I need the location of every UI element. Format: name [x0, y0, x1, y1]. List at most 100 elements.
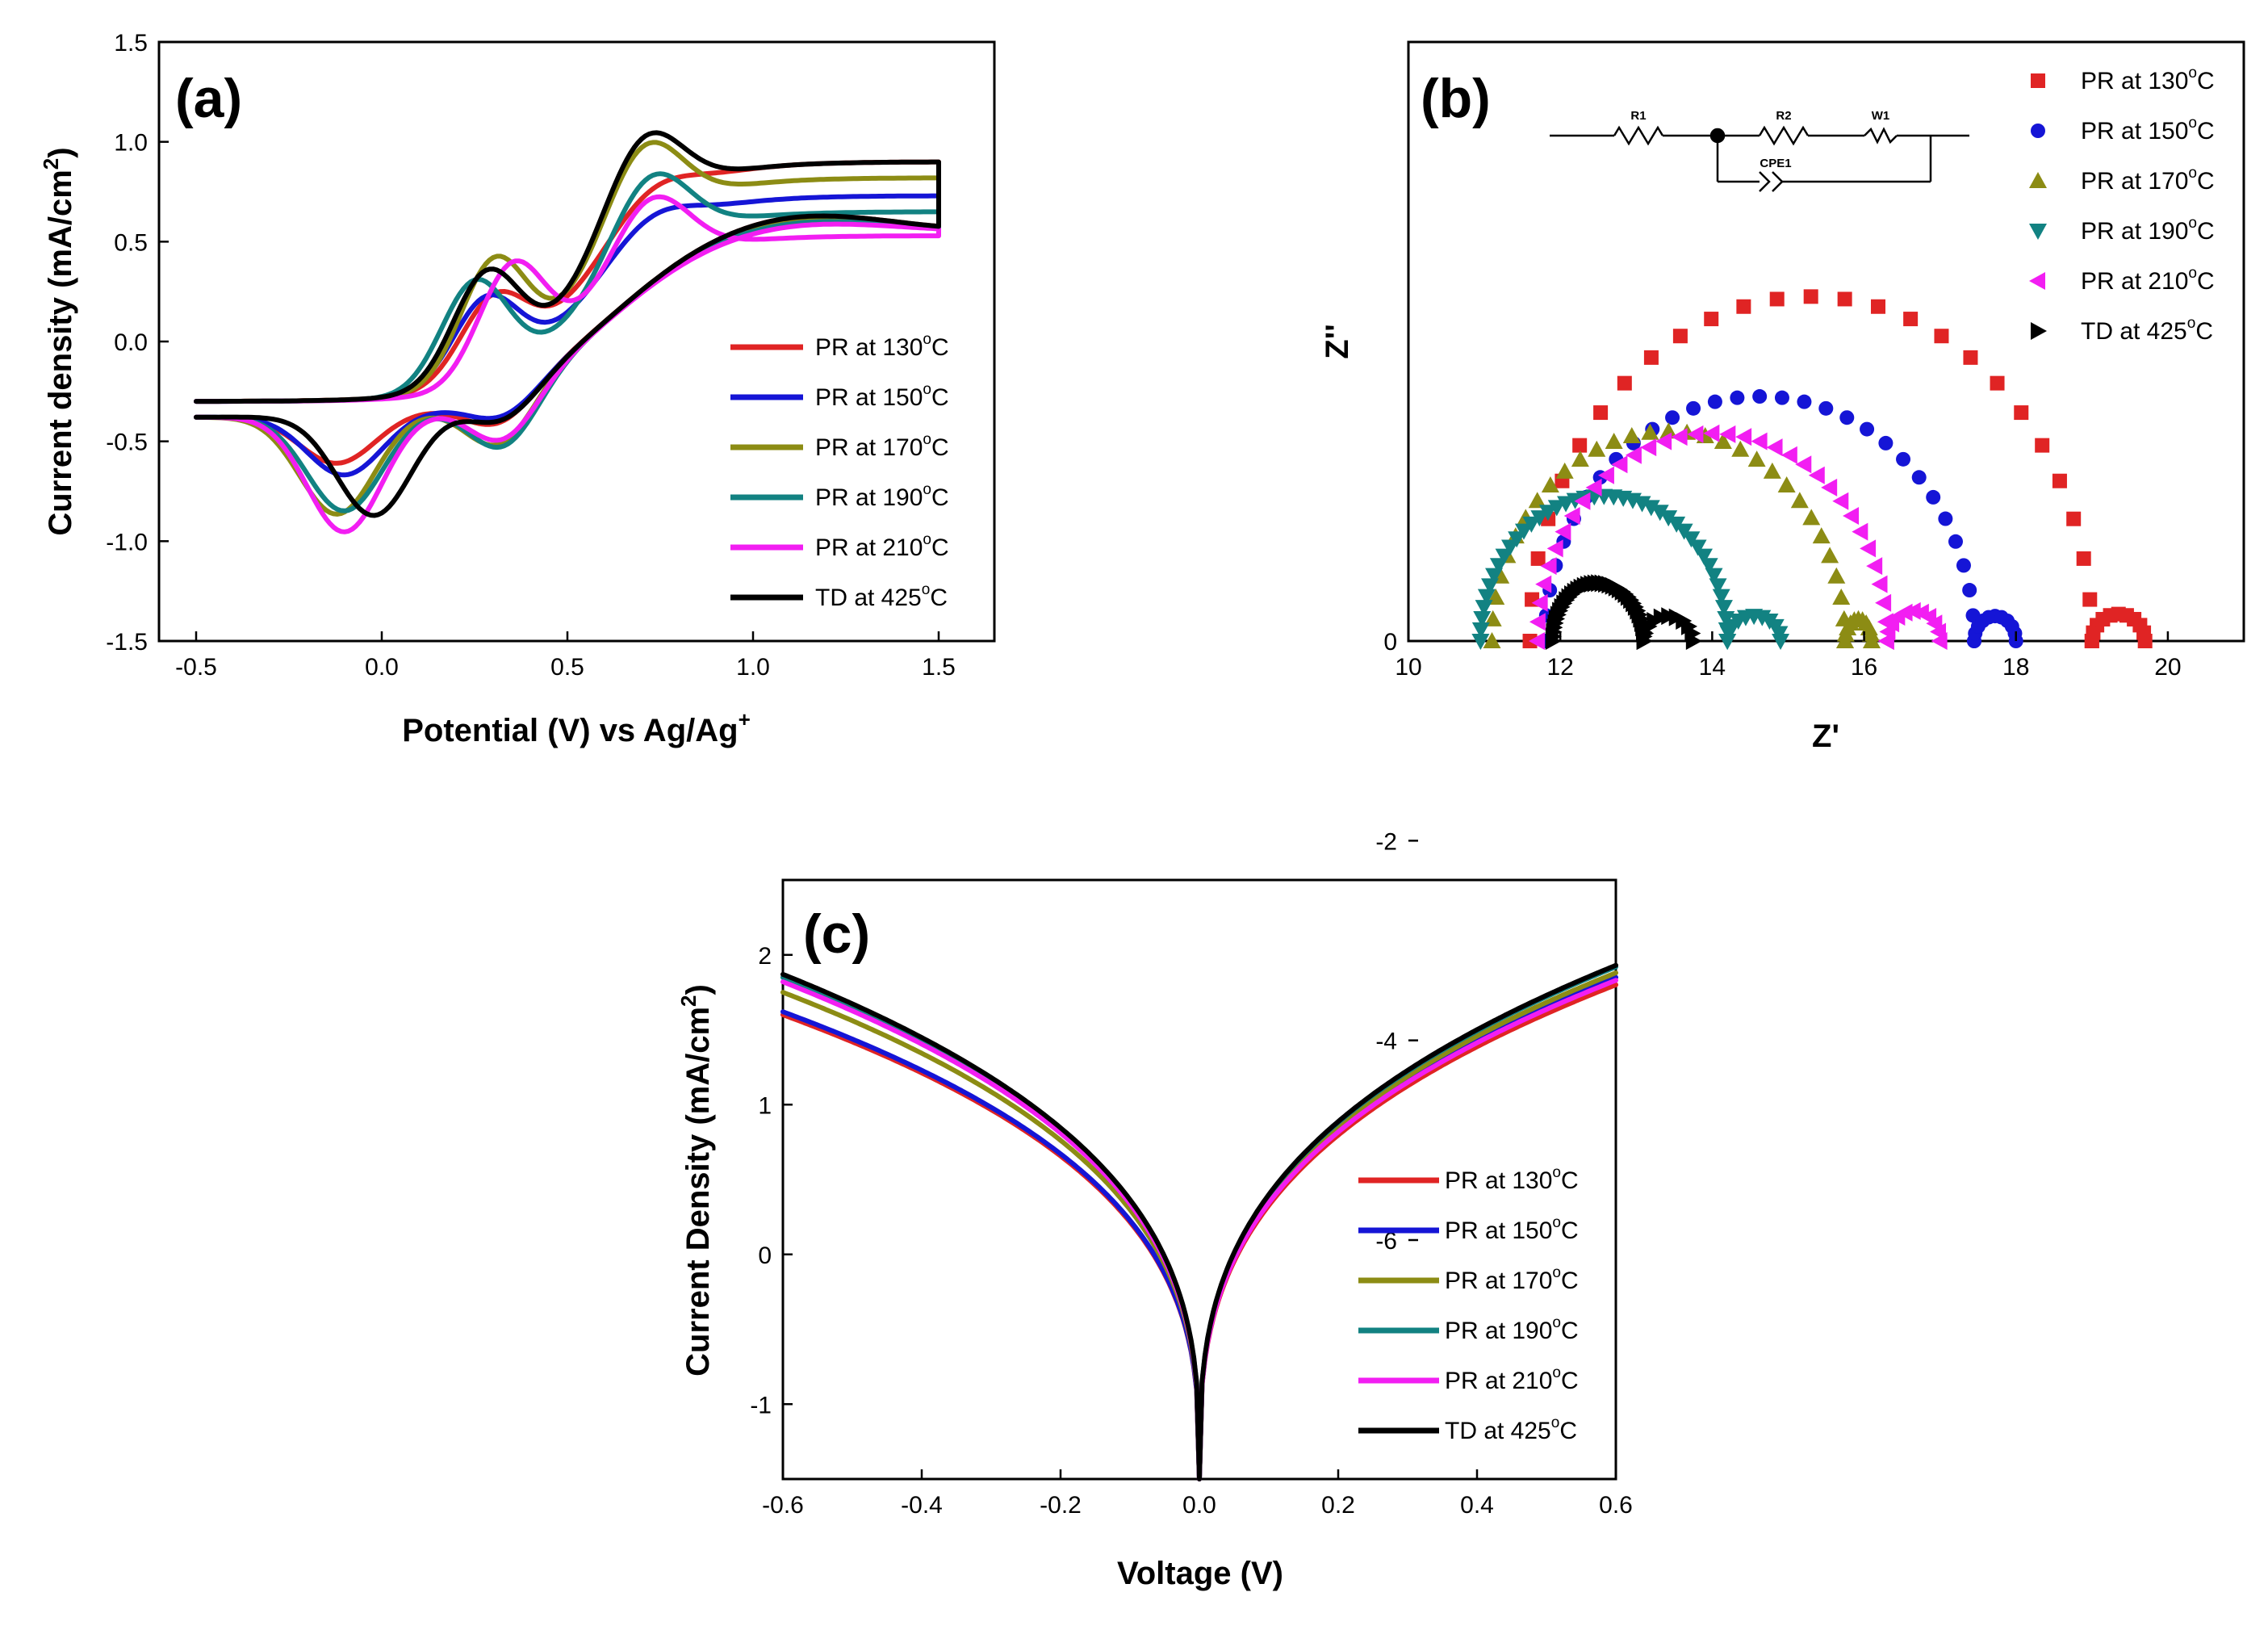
- nyquist-point: [1571, 450, 1589, 467]
- nyquist-point: [1477, 589, 1496, 605]
- nyquist-point: [1530, 510, 1549, 527]
- nyquist-point: [1926, 489, 1941, 505]
- nyquist-point: [1530, 551, 1546, 566]
- panel-a-legend-label: PR at 210oC: [815, 531, 949, 561]
- nyquist-point: [1839, 410, 1855, 425]
- nyquist-point: [1643, 350, 1659, 365]
- nyquist-point: [1686, 400, 1701, 416]
- nyquist-point: [1593, 405, 1609, 421]
- nyquist-point: [1528, 632, 1545, 650]
- panel-c-legend-label: PR at 170oC: [1445, 1264, 1579, 1294]
- panel-c-legend-label: TD at 425oC: [1445, 1414, 1577, 1444]
- panel-a-xtick-label: 0.0: [365, 654, 399, 681]
- panel-a-curves: [194, 130, 941, 534]
- panel-a-ytick-label: 1.0: [114, 130, 148, 157]
- panel-b-legend-label: PR at 170oC: [2081, 165, 2215, 195]
- nyquist-point: [1471, 634, 1490, 650]
- nyquist-point: [2076, 551, 2091, 566]
- nyquist-point: [1821, 478, 1838, 497]
- nyquist-point: [1597, 466, 1614, 484]
- nyquist-point: [1866, 557, 1883, 576]
- panel-b-legend: PR at 130oC PR at 150oC PR at 170oC PR at 1…: [2029, 65, 2215, 345]
- nyquist-point: [1473, 610, 1492, 627]
- panel-a-legend-label: TD at 425oC: [815, 581, 948, 611]
- nyquist-point: [1871, 575, 1888, 593]
- nyquist-point: [2082, 592, 2098, 607]
- panel-a-ticks: -0.5 0.0 0.5 1.0 1.5 -1.5 -1.0 -0.5 0.0 0.5 1.0 1.5: [106, 30, 956, 681]
- panel-b-ytick-label: -4: [1375, 1029, 1397, 1055]
- nyquist-point: [1588, 440, 1606, 457]
- nyquist-point: [1862, 632, 1881, 648]
- nyquist-point: [1870, 299, 1885, 314]
- panel-b-ticks: 10 12 14 16 18 200-2-4-6: [1375, 629, 2181, 1255]
- panel-b-legend-marker: [2029, 172, 2047, 188]
- nyquist-point: [2035, 438, 2050, 453]
- panel-a-xtick-label: 1.0: [736, 654, 770, 681]
- nyquist-point: [1803, 289, 1818, 304]
- nyquist-point: [1555, 462, 1574, 479]
- nyquist-point: [1471, 622, 1490, 639]
- nyquist-point: [1790, 492, 1809, 509]
- nyquist-point: [1475, 600, 1493, 617]
- nyquist-point: [1751, 432, 1768, 450]
- nyquist-point: [1931, 632, 1948, 650]
- nyquist-point: [2014, 405, 2029, 421]
- circuit-w1-label: W1: [1872, 109, 1890, 123]
- nyquist-point: [1514, 523, 1533, 540]
- nyquist-point: [1665, 410, 1680, 425]
- nyquist-point: [1962, 583, 1977, 598]
- nyquist-point: [1911, 470, 1927, 485]
- panel-b-markers: [1471, 289, 2153, 650]
- nyquist-point: [1904, 601, 1921, 620]
- panel-b-xtick-label: 18: [2002, 654, 2029, 681]
- nyquist-point: [1769, 291, 1785, 307]
- nyquist-point: [1700, 558, 1718, 575]
- nyquist-point: [1812, 527, 1831, 544]
- panel-c-ytick-label: 0: [758, 1242, 772, 1269]
- nyquist-point: [1802, 509, 1821, 526]
- nyquist-point: [1731, 440, 1750, 457]
- circuit-resistor-r1: [1613, 125, 1664, 146]
- panel-c-xlabel: Voltage (V): [1117, 1556, 1283, 1591]
- nyquist-series-td-at-425-c: [1545, 574, 1702, 650]
- nyquist-point: [1622, 426, 1641, 443]
- nyquist-point: [1896, 603, 1913, 622]
- nyquist-point: [1821, 547, 1839, 564]
- nyquist-point: [1837, 291, 1852, 307]
- nyquist-point: [1719, 425, 1736, 443]
- nyquist-point: [1832, 492, 1849, 510]
- panel-b-legend-marker: [2031, 73, 2045, 88]
- nyquist-point: [1772, 634, 1790, 650]
- nyquist-point: [1705, 568, 1723, 585]
- nyquist-point: [1878, 435, 1893, 450]
- nyquist-point: [1843, 506, 1860, 525]
- panel-b-xtick-label: 10: [1395, 654, 1421, 681]
- nyquist-point: [1956, 558, 1971, 573]
- nyquist-point: [1528, 492, 1546, 509]
- nyquist-point: [1703, 424, 1720, 442]
- panel-b-ytick-label: 0: [1383, 629, 1397, 656]
- nyquist-point: [1712, 589, 1730, 605]
- panel-a-ytick-label: -1.5: [106, 629, 148, 656]
- panel-b-xtick-label: 12: [1546, 654, 1573, 681]
- nyquist-point: [2052, 473, 2067, 488]
- cv-curve-td-at-425-c: [194, 130, 941, 518]
- panel-b-legend-label: TD at 425oC: [2081, 315, 2213, 345]
- nyquist-point: [1529, 613, 1546, 631]
- nyquist-point: [1642, 500, 1660, 517]
- nyquist-point: [1896, 451, 1911, 467]
- panel-c-legend-label: PR at 210oC: [1445, 1364, 1579, 1394]
- nyquist-point: [1540, 557, 1557, 576]
- panel-a-ylabel: Current density (mA/cm2): [39, 147, 78, 535]
- nyquist-point: [1735, 428, 1752, 446]
- nyquist-series-pr-at-190-c: [1471, 488, 1790, 650]
- circuit-r2-label: R2: [1776, 109, 1791, 123]
- nyquist-point: [1535, 575, 1552, 593]
- nyquist-point: [1707, 394, 1722, 409]
- nyquist-point: [1531, 593, 1548, 612]
- nyquist-point: [1875, 593, 1892, 612]
- nyquist-point: [1777, 476, 1796, 493]
- panel-a-legend-label: PR at 170oC: [815, 431, 949, 461]
- circuit-warburg-w1: [1864, 127, 1898, 145]
- nyquist-point: [1752, 389, 1768, 404]
